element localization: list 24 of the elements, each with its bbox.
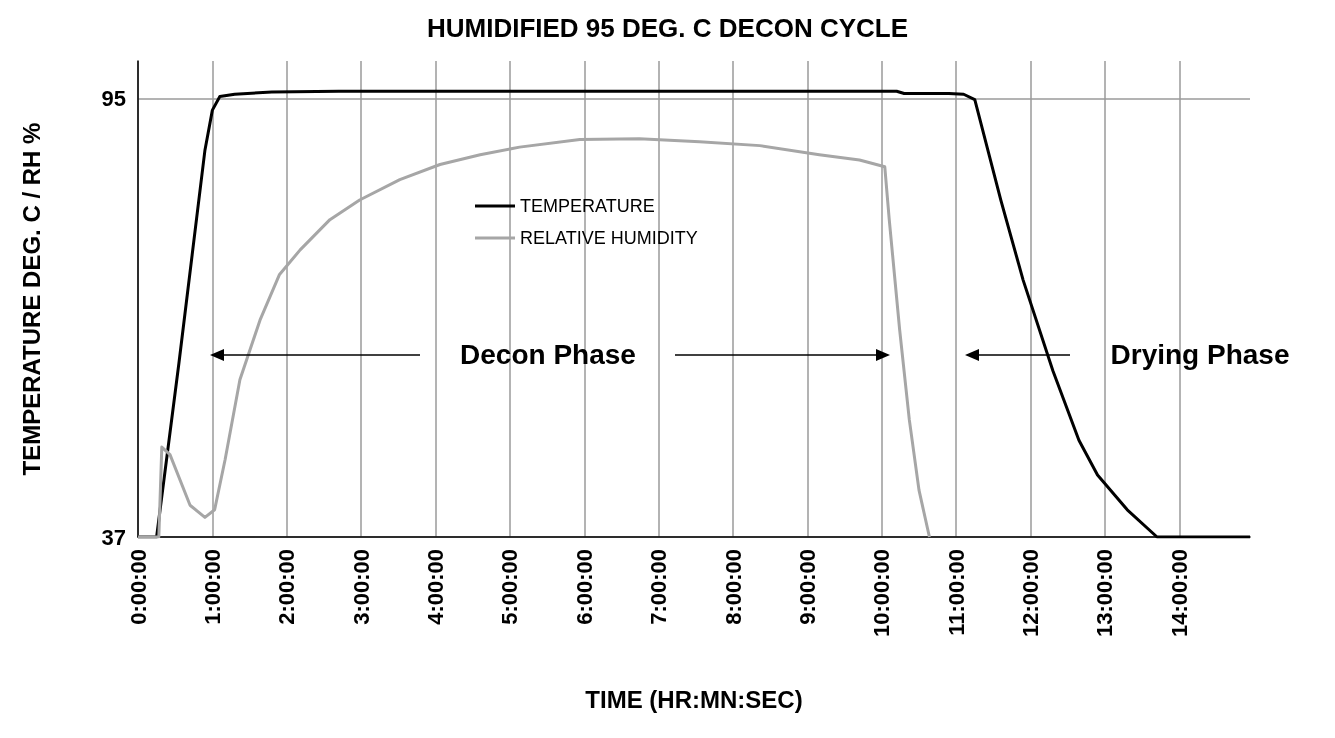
legend-label: TEMPERATURE [520, 196, 655, 216]
y-tick-label: 37 [101, 524, 126, 550]
x-tick-label: 0:00:00 [125, 549, 151, 625]
x-tick-label: 12:00:00 [1018, 549, 1044, 638]
y-tick-label: 95 [101, 86, 126, 112]
x-tick-label: 14:00:00 [1166, 549, 1192, 638]
x-tick-label: 2:00:00 [274, 549, 300, 625]
x-tick-label: 7:00:00 [646, 549, 672, 625]
x-tick-label: 8:00:00 [720, 549, 746, 625]
x-tick-label: 9:00:00 [794, 549, 820, 625]
x-tick-label: 10:00:00 [869, 549, 895, 638]
y-axis-title: TEMPERATURE DEG. C / RH % [17, 122, 45, 476]
annotation: Drying Phase [1110, 339, 1290, 371]
x-tick-label: 13:00:00 [1092, 549, 1118, 638]
x-tick-label: 11:00:00 [943, 549, 969, 636]
x-tick-label: 5:00:00 [497, 549, 523, 625]
legend-label: RELATIVE HUMIDITY [520, 228, 698, 248]
annotation: Decon Phase [460, 339, 636, 371]
chart-title: HUMIDIFIED 95 DEG. C DECON CYCLE [426, 13, 909, 43]
x-tick-label: 6:00:00 [571, 549, 597, 625]
x-tick-label: 3:00:00 [348, 549, 374, 625]
x-tick-label: 1:00:00 [199, 549, 225, 625]
x-tick-label: 4:00:00 [423, 549, 449, 625]
x-axis-title: TIME (HR:MN:SEC) [585, 685, 803, 713]
